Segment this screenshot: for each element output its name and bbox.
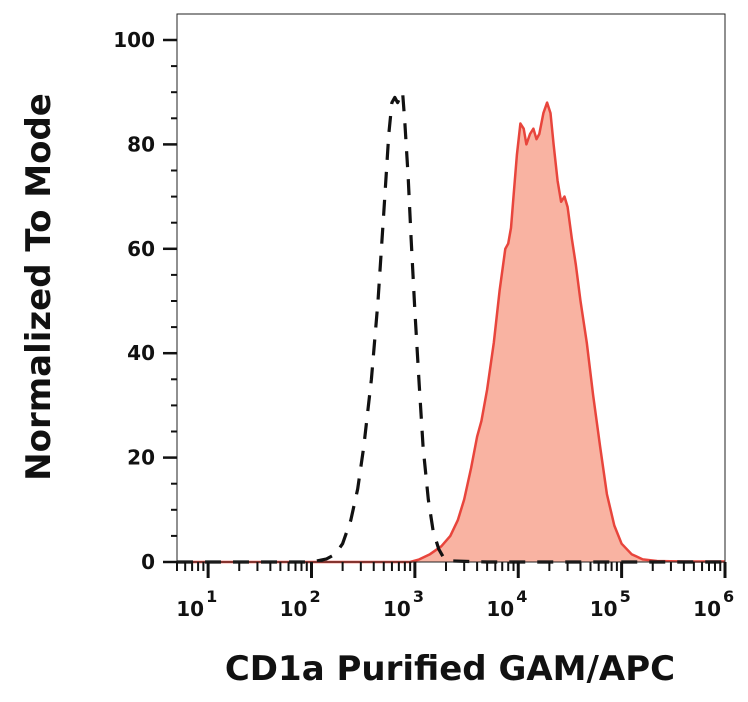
y-axis-title: Normalized To Mode [19,93,59,481]
x-tick-label: 101 [176,587,217,621]
x-tick-label: 102 [280,587,321,621]
x-tick-label-base: 10 [486,597,514,621]
series-layer [177,90,725,564]
x-tick-label: 105 [590,587,631,621]
series-outline-filled [177,101,725,564]
y-tick-label: 100 [113,28,155,52]
series-outline-dashed [177,90,725,564]
x-tick-label-exponent: 1 [206,587,217,606]
x-tick-label-exponent: 2 [309,587,320,606]
x-tick-label: 103 [383,587,424,621]
x-tick-label-base: 10 [693,597,721,621]
y-tick-label: 80 [127,132,155,156]
x-tick-label-exponent: 5 [620,587,631,606]
y-tick-label: 0 [141,550,155,574]
x-tick-label-exponent: 6 [723,587,734,606]
x-tick-label-exponent: 3 [413,587,424,606]
y-tick-label: 20 [127,446,155,470]
x-tick-label-base: 10 [590,597,618,621]
series-fill-area [177,102,725,562]
plot-frame [176,13,726,563]
x-axis-title: CD1a Purified GAM/APC [225,649,675,689]
x-tick-label-base: 10 [280,597,308,621]
x-tick-label: 104 [486,587,527,621]
y-tick-label: 40 [127,341,155,365]
y-tick-label: 60 [127,237,155,261]
x-tick-label-exponent: 4 [516,587,527,606]
axes-layer [163,13,727,578]
x-tick-label: 106 [693,587,734,621]
x-tick-label-base: 10 [176,597,204,621]
x-tick-label-base: 10 [383,597,411,621]
